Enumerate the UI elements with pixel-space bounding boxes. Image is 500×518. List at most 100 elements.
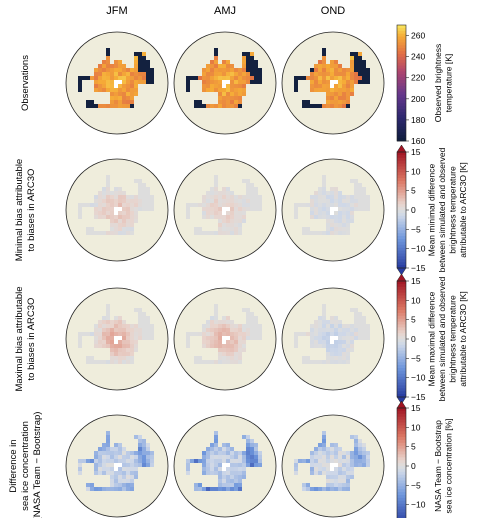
map-cell xyxy=(210,352,215,357)
map-cell xyxy=(106,92,111,97)
map-cell xyxy=(334,332,339,337)
map-cell xyxy=(246,344,251,349)
map-cell xyxy=(194,207,199,212)
map-cell xyxy=(178,348,183,353)
map-cell xyxy=(118,239,123,244)
map-cell xyxy=(262,60,267,65)
map-cell xyxy=(74,88,79,93)
map-cell xyxy=(230,312,235,317)
map-cell xyxy=(266,227,271,232)
map-cell xyxy=(70,84,75,89)
map-cell xyxy=(298,116,303,121)
map-cell xyxy=(302,179,307,184)
map-cell xyxy=(146,120,151,125)
map-cell xyxy=(294,352,299,357)
map-cell xyxy=(222,32,227,37)
map-cell xyxy=(262,100,267,105)
map-cell xyxy=(114,32,119,37)
map-cell xyxy=(330,231,335,236)
map-cell xyxy=(334,223,339,228)
map-cell xyxy=(338,108,343,113)
map-cell xyxy=(98,231,103,236)
map-cell xyxy=(314,163,319,168)
map-cell xyxy=(202,92,207,97)
map-cell xyxy=(78,239,83,244)
map-cell xyxy=(342,372,347,377)
map-cell xyxy=(98,128,103,133)
map-cell xyxy=(334,243,339,248)
map-cell xyxy=(206,328,211,333)
map-cell xyxy=(114,92,119,97)
map-cell xyxy=(318,84,323,89)
map-cell xyxy=(334,344,339,349)
map-cell xyxy=(86,364,91,369)
map-cell xyxy=(198,316,203,321)
map-cell xyxy=(322,247,327,252)
map-cell xyxy=(218,235,223,240)
map-cell xyxy=(98,175,103,180)
map-cell xyxy=(338,239,343,244)
map-cell xyxy=(206,352,211,357)
map-cell xyxy=(342,368,347,373)
map-cell xyxy=(198,356,203,361)
map-cell xyxy=(290,203,295,208)
map-cell xyxy=(70,316,75,321)
map-cell xyxy=(114,312,119,317)
map-cell xyxy=(130,171,135,176)
map-cell xyxy=(310,187,315,192)
map-cell xyxy=(178,203,183,208)
map-cell xyxy=(374,332,379,337)
map-cell xyxy=(254,320,259,325)
map-cell xyxy=(90,308,95,313)
map-cell xyxy=(326,312,331,317)
map-cell xyxy=(66,199,71,204)
map-cell xyxy=(330,336,335,341)
map-cell xyxy=(94,100,99,105)
map-cell xyxy=(206,183,211,188)
map-cell xyxy=(106,112,111,117)
map-cell xyxy=(94,167,99,172)
map-cell xyxy=(118,32,123,37)
map-cell xyxy=(150,352,155,357)
map-cell xyxy=(110,292,115,297)
map-cell xyxy=(126,300,131,305)
map-cell xyxy=(66,215,71,220)
map-cell xyxy=(330,80,335,85)
map-cell xyxy=(234,112,239,117)
map-cell xyxy=(94,84,99,89)
map-cell xyxy=(118,68,123,73)
map-cell xyxy=(290,348,295,353)
map-cell xyxy=(318,312,323,317)
map-cell xyxy=(94,372,99,377)
map-cell xyxy=(82,68,87,73)
map-cell xyxy=(150,84,155,89)
map-cell xyxy=(242,104,247,109)
map-cell xyxy=(318,215,323,220)
map-cell xyxy=(118,199,123,204)
map-cell xyxy=(110,296,115,301)
map-cell xyxy=(178,215,183,220)
map-cell xyxy=(242,328,247,333)
map-cell xyxy=(346,360,351,365)
map-cell xyxy=(78,183,83,188)
map-cell xyxy=(322,32,327,37)
map-cell xyxy=(354,227,359,232)
map-cell xyxy=(90,72,95,77)
map-cell xyxy=(350,195,355,200)
map-cell xyxy=(314,183,319,188)
map-cell xyxy=(150,348,155,353)
map-cell xyxy=(354,52,359,57)
map-cell xyxy=(270,320,275,325)
map-cell xyxy=(338,300,343,305)
map-cell xyxy=(106,219,111,224)
map-cell xyxy=(102,380,107,385)
map-cell xyxy=(362,243,367,248)
map-cell xyxy=(122,32,127,37)
map-cell xyxy=(342,231,347,236)
map-cell xyxy=(314,239,319,244)
map-cell xyxy=(234,92,239,97)
map-cell xyxy=(210,336,215,341)
map-cell xyxy=(346,251,351,256)
map-cell xyxy=(134,183,139,188)
map-cell xyxy=(126,32,131,37)
